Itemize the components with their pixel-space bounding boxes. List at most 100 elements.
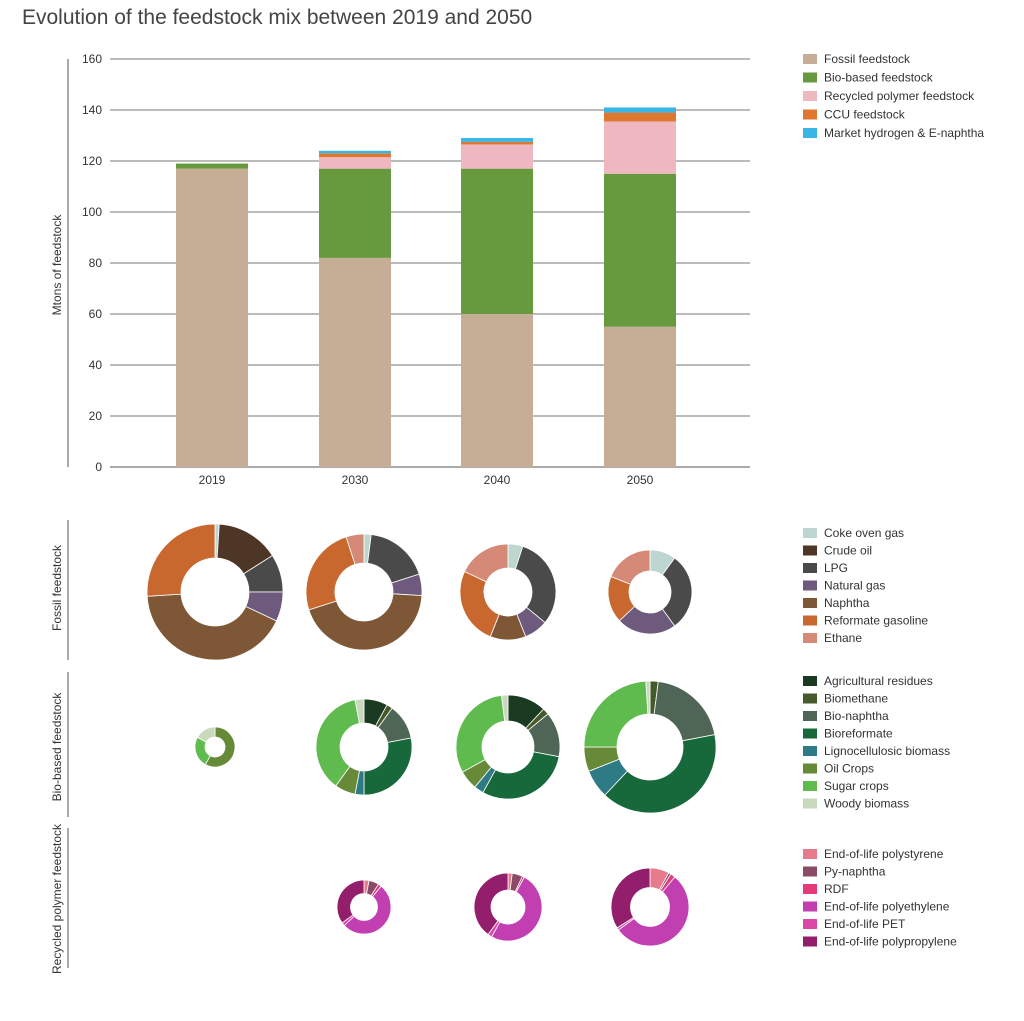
donut-slice-2050-end-of-life-polypropylene xyxy=(610,867,651,929)
donut-slice-2030-woody-biomass xyxy=(354,698,365,724)
legend-swatch-end-of-life-polypropylene xyxy=(803,936,817,947)
legend-label-sugar-crops: Sugar crops xyxy=(824,779,889,793)
donut-slice-2050-woody-biomass xyxy=(645,680,651,715)
legend-label-end-of-life-polypropylene: End-of-life polypropylene xyxy=(824,935,957,949)
donut-slice-2050-sugar-crops xyxy=(583,680,649,748)
legend-swatch-lpg xyxy=(803,563,817,573)
legend-label-agricultural-residues: Agricultural residues xyxy=(824,674,933,688)
bar-2030-market-hydrogen-e-naphtha xyxy=(319,150,391,154)
donut-slice-2040-lpg xyxy=(514,545,557,624)
legend-swatch-woody-biomass xyxy=(803,798,817,809)
legend-label-bio-naphtha: Bio-naphtha xyxy=(824,709,889,723)
legend-label-py-naphtha: Py-naphtha xyxy=(824,865,886,879)
legend-swatch-bio-based-feedstock xyxy=(803,72,817,83)
legend-swatch-bio-naphtha xyxy=(803,711,817,721)
legend-label-end-of-life-polystyrene: End-of-life polystyrene xyxy=(824,847,944,861)
bar-2030-fossil-feedstock xyxy=(319,257,391,467)
bar-2030-bio-based-feedstock xyxy=(319,168,391,258)
legend-swatch-bioreformate xyxy=(803,728,817,739)
x-tick-label-2030: 2030 xyxy=(342,473,369,487)
y-tick-label-60: 60 xyxy=(89,307,103,321)
y-tick-label-120: 120 xyxy=(82,154,102,168)
legend-swatch-coke-oven-gas xyxy=(803,528,817,538)
y-axis-label: Mtons of feedstock xyxy=(50,214,64,316)
legend-label-coke-oven-gas: Coke oven gas xyxy=(824,526,904,540)
donut-slice-2030-naphtha xyxy=(308,593,423,651)
legend-label-bio-based-feedstock: Bio-based feedstock xyxy=(824,71,934,85)
legend-swatch-crude-oil xyxy=(803,545,817,556)
y-tick-label-80: 80 xyxy=(89,256,103,270)
legend-label-market-hydrogen-e-naphtha: Market hydrogen & E-naphtha xyxy=(824,126,984,140)
y-tick-label-40: 40 xyxy=(89,358,103,372)
donut-slice-2030-sugar-crops xyxy=(315,699,360,787)
x-tick-label-2050: 2050 xyxy=(627,473,654,487)
bar-2050-bio-based-feedstock xyxy=(604,173,676,327)
legend-swatch-py-naphtha xyxy=(803,866,817,877)
donut-slice-2019-sugar-crops xyxy=(194,736,211,766)
bar-2040-fossil-feedstock xyxy=(461,314,533,467)
bar-2019-bio-based-feedstock xyxy=(176,163,248,169)
donut-slice-2040-reformate-gasoline xyxy=(459,571,500,638)
y-tick-label-0: 0 xyxy=(95,460,102,474)
legend-label-lpg: LPG xyxy=(824,561,848,575)
legend-swatch-sugar-crops xyxy=(803,781,817,791)
bar-2019-fossil-feedstock xyxy=(176,168,248,467)
legend-swatch-ethane xyxy=(803,633,817,643)
legend-label-biomethane: Biomethane xyxy=(824,692,888,706)
row-label-bio-based-feedstock: Bio-based feedstock xyxy=(50,692,64,802)
x-tick-label-2019: 2019 xyxy=(199,473,226,487)
legend-swatch-reformate-gasoline xyxy=(803,615,817,626)
x-tick-labels: 2019 2030 2040 2050 xyxy=(199,473,654,487)
legend-swatch-recycled-polymer-feedstock xyxy=(803,91,817,101)
legend-label-woody-biomass: Woody biomass xyxy=(824,797,909,811)
row-label-recycled-polymer-feedstock: Recycled polymer feedstock xyxy=(50,823,64,974)
x-tick-label-2040: 2040 xyxy=(484,473,511,487)
legend-label-ccu-feedstock: CCU feedstock xyxy=(824,108,906,122)
donut-slice-2040-ethane xyxy=(464,543,509,583)
donut-slice-2030-end-of-life-polyethylene xyxy=(343,885,392,935)
donut-slice-2030-lpg xyxy=(367,534,420,584)
legend-label-ethane: Ethane xyxy=(824,631,862,645)
legend-swatch-fossil-feedstock xyxy=(803,54,817,64)
legend-swatch-end-of-life-polyethylene xyxy=(803,901,817,912)
legend-swatch-lignocellulosic-biomass xyxy=(803,746,817,756)
donut-slice-2019-oil-crops xyxy=(204,726,236,768)
donut-slice-2019-reformate-gasoline xyxy=(146,523,216,597)
legend-label-bioreformate: Bioreformate xyxy=(824,727,893,741)
donut-slice-2050-bioreformate xyxy=(604,734,717,814)
donut-group-fossil-feedstock: Fossil feedstock Coke oven gas Crude oil LP… xyxy=(50,520,928,661)
donut-slice-2040-bioreformate xyxy=(482,751,560,800)
bar-2040-ccu-feedstock xyxy=(461,141,533,145)
legend-label-end-of-life-polyethylene: End-of-life polyethylene xyxy=(824,900,950,914)
legend-label-natural-gas: Natural gas xyxy=(824,579,885,593)
bar-2040-recycled-polymer-feedstock xyxy=(461,144,533,169)
donut-group-bio-based-feedstock: Bio-based feedstock Agricultural residues… xyxy=(50,672,950,817)
donut-slice-2019-naphtha xyxy=(146,593,278,661)
legend-label-recycled-polymer-feedstock: Recycled polymer feedstock xyxy=(824,89,975,103)
bar-2030-ccu-feedstock xyxy=(319,153,391,158)
legend-label-oil-crops: Oil Crops xyxy=(824,762,874,776)
bar-2030-recycled-polymer-feedstock xyxy=(319,157,391,169)
legend-swatch-biomethane xyxy=(803,693,817,704)
bar-2040-bio-based-feedstock xyxy=(461,168,533,314)
y-tick-label-20: 20 xyxy=(89,409,103,423)
page-title: Evolution of the feedstock mix between 2… xyxy=(22,6,533,29)
donut-groups: Fossil feedstock Coke oven gas Crude oil LP… xyxy=(50,520,957,974)
donut-slice-2030-reformate-gasoline xyxy=(305,536,356,611)
donut-slice-2019-woody-biomass xyxy=(196,726,216,743)
donut-slice-2050-ethane xyxy=(610,549,651,585)
legend-label-end-of-life-pet: End-of-life PET xyxy=(824,917,906,931)
donut-slice-2050-end-of-life-polyethylene xyxy=(617,876,690,947)
row-label-fossil-feedstock: Fossil feedstock xyxy=(50,544,64,631)
donut-slice-2040-sugar-crops xyxy=(455,694,506,773)
legend-swatch-oil-crops xyxy=(803,763,817,774)
legend-swatch-naphtha xyxy=(803,598,817,608)
bars xyxy=(176,107,676,467)
y-tick-label-100: 100 xyxy=(82,205,102,219)
legend-label-crude-oil: Crude oil xyxy=(824,544,872,558)
donut-slice-2030-end-of-life-polypropylene xyxy=(336,879,365,924)
donut-slice-2050-bio-naphtha xyxy=(653,681,716,742)
legend-label-lignocellulosic-biomass: Lignocellulosic biomass xyxy=(824,744,950,758)
